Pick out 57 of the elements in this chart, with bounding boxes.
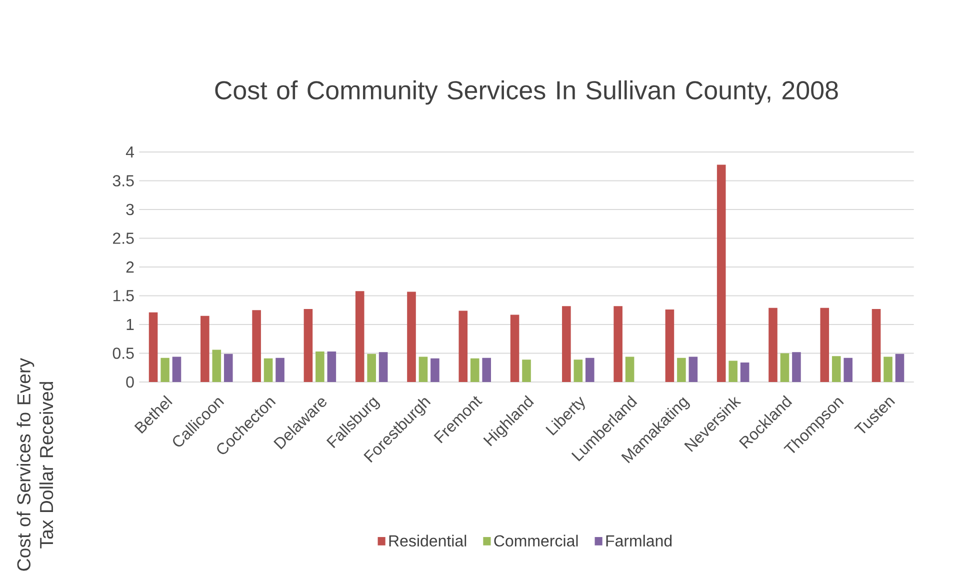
bar [872,308,881,382]
bar [820,308,830,382]
legend-label: Farmland [606,534,672,547]
bar [430,358,440,382]
bar [458,310,468,382]
y-tick-label: 2.5 [113,232,134,244]
bar [264,358,273,382]
bar [688,356,698,382]
y-tick-label: 1 [126,319,134,330]
bar [482,358,491,382]
bar [728,360,738,382]
bar [716,164,726,382]
y-tick-label: 0.5 [112,348,134,359]
bar [625,356,634,382]
y-tick-label: 3 [126,204,134,216]
bar [355,291,364,382]
bar [212,350,222,382]
bar [574,360,583,382]
bar [418,356,428,382]
legend-label: Residential [389,534,466,547]
bar [470,358,480,382]
bar [740,362,750,382]
bar [172,356,182,382]
y-tick-label: 0 [126,376,134,388]
bar [407,292,416,382]
bar [844,358,853,382]
y-tick-label: 4 [126,146,134,158]
y-axis-title: Cost of Services fo Every Tax Dollar Received [16,358,54,571]
y-tick-label: 3.5 [112,175,134,186]
bar [160,358,170,382]
bar [367,354,376,382]
bar [677,358,686,382]
bar [224,354,233,382]
bar [510,314,520,382]
y-tick-label: 1.5 [113,290,134,302]
bar [276,358,284,382]
bar [148,312,158,382]
bar [780,353,790,382]
bar [884,356,892,382]
bar [316,352,324,382]
bar [200,316,210,382]
bar [585,358,594,382]
bar [665,310,674,382]
bar [378,352,388,382]
bar [792,352,801,382]
bar [562,306,571,382]
bar [327,352,336,382]
bar [252,310,261,382]
bar [832,356,841,382]
y-tick-label: 2 [126,261,134,273]
legend-label: Commercial [494,534,578,547]
bar [614,306,622,382]
chart-title: Cost of Community Services In Sullivan County, 2008 [215,80,838,105]
bar [895,354,904,382]
bar [768,308,778,382]
bar [522,360,531,382]
bar [304,308,313,382]
